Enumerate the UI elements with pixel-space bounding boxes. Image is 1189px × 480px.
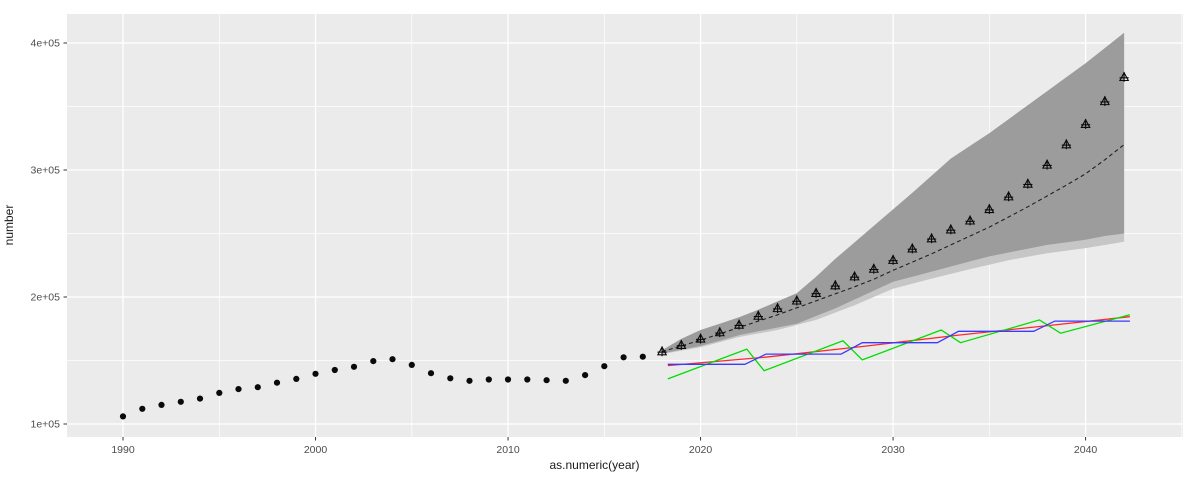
observed-point	[254, 384, 261, 391]
observed-point	[139, 405, 146, 412]
x-tick-label: 2000	[304, 444, 328, 456]
scenario-red-line	[667, 316, 1130, 367]
observed-point	[504, 376, 512, 383]
observed-point	[235, 386, 242, 393]
observed-point	[119, 413, 127, 420]
observed-point	[158, 401, 165, 408]
observed-point	[177, 398, 184, 405]
observed-point	[601, 363, 608, 370]
observed-point	[350, 363, 358, 370]
x-tick-label: 2010	[496, 444, 520, 456]
y-tick-label: 3e+05	[31, 164, 61, 176]
scenario-green-line	[667, 314, 1131, 380]
forecast-point-markers	[656, 71, 1130, 357]
y-axis-title: number	[2, 204, 16, 246]
observed-point	[485, 376, 492, 383]
observed-point	[370, 358, 377, 365]
forecast-interval-inner	[662, 32, 1125, 354]
observed-point	[620, 354, 627, 361]
observed-point	[466, 377, 473, 384]
x-tick-label: 2040	[1074, 444, 1098, 456]
y-tick-label: 4e+05	[31, 37, 61, 49]
y-tick-label: 1e+05	[31, 418, 61, 430]
observed-point	[447, 375, 454, 382]
observed-point	[524, 376, 531, 383]
observed-point	[427, 370, 435, 377]
observed-point	[408, 361, 415, 368]
observed-point	[389, 356, 396, 363]
x-axis-title: as.numeric(year)	[549, 458, 640, 472]
scenario-blue-line	[667, 320, 1130, 365]
observed-point	[216, 389, 223, 396]
x-tick-label: 2030	[881, 444, 905, 456]
y-tick-label: 2e+05	[31, 291, 61, 303]
observed-point	[196, 395, 204, 402]
observed-point	[331, 366, 338, 374]
observed-point	[312, 370, 319, 377]
observed-point	[293, 375, 300, 382]
grid-minor	[67, 14, 1183, 437]
x-tick-label: 1990	[111, 444, 135, 456]
observed-point	[639, 353, 646, 360]
axis-ticks: 1990 2000 2010 2020 2030 2040 1e+05 2e+05 3e+05 4…	[31, 37, 1098, 456]
observed-point	[543, 377, 550, 384]
x-tick-label: 2020	[689, 444, 713, 456]
observed-point	[273, 379, 281, 386]
observed-points	[119, 353, 646, 420]
observed-point	[562, 377, 569, 384]
observed-point	[582, 372, 589, 379]
